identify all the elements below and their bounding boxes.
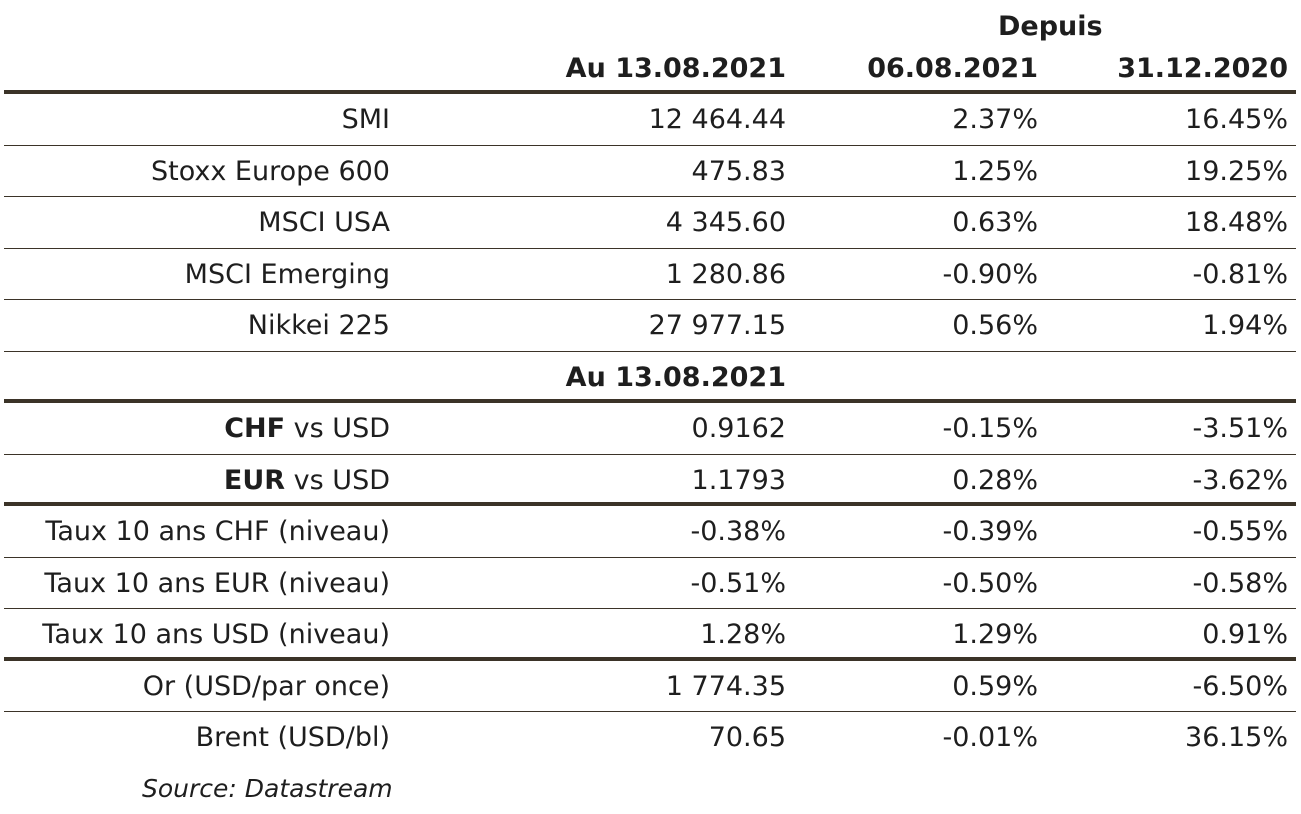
table-row-rate-usd: Taux 10 ans USD (niveau) 1.28% 1.29% 0.9… xyxy=(4,609,1296,661)
table-row-msci-usa: MSCI USA 4 345.60 0.63% 18.48% xyxy=(4,197,1296,249)
row-since-week: 0.56% xyxy=(952,310,1038,341)
mid-header-current: Au 13.08.2021 xyxy=(565,361,786,393)
row-value: 4 345.60 xyxy=(665,207,786,238)
header-col-week: 06.08.2021 xyxy=(867,53,1038,84)
source-note: Source: Datastream xyxy=(142,773,393,803)
row-since-week: -0.50% xyxy=(942,567,1038,599)
row-since-ytd: -6.50% xyxy=(1192,670,1288,702)
row-since-ytd: 18.48% xyxy=(1185,207,1288,238)
table-row-gold: Or (USD/par once) 1 774.35 0.59% -6.50% xyxy=(4,661,1296,712)
row-label-suffix: vs USD xyxy=(285,464,390,496)
row-since-week: 1.25% xyxy=(952,155,1038,187)
table-row-chf-usd: CHF vs USD 0.9162 -0.15% -3.51% xyxy=(4,403,1296,455)
row-label: MSCI Emerging xyxy=(184,258,390,290)
row-label: SMI xyxy=(341,104,390,135)
row-since-week: 0.28% xyxy=(952,464,1038,496)
row-label: MSCI USA xyxy=(258,207,390,238)
row-value: 1.28% xyxy=(700,619,786,650)
row-since-ytd: 16.45% xyxy=(1185,104,1288,135)
row-label: Taux 10 ans USD (niveau) xyxy=(42,619,390,650)
table-row-eur-usd: EUR vs USD 1.1793 0.28% -3.62% xyxy=(4,455,1296,506)
row-since-week: 0.63% xyxy=(952,207,1038,238)
mid-header-row: Au 13.08.2021 xyxy=(4,352,1296,403)
table-row-msci-emerging: MSCI Emerging 1 280.86 -0.90% -0.81% xyxy=(4,249,1296,300)
row-value: 12 464.44 xyxy=(648,104,786,135)
row-since-week: 2.37% xyxy=(952,104,1038,135)
row-since-week: -0.39% xyxy=(942,516,1038,547)
header-columns-row: Au 13.08.2021 06.08.2021 31.12.2020 xyxy=(4,50,1296,94)
row-value: 0.9162 xyxy=(691,413,786,444)
row-since-ytd: -0.55% xyxy=(1192,516,1288,547)
table-row-rate-chf: Taux 10 ans CHF (niveau) -0.38% -0.39% -… xyxy=(4,506,1296,558)
table-row-stoxx: Stoxx Europe 600 475.83 1.25% 19.25% xyxy=(4,146,1296,197)
row-value: 27 977.15 xyxy=(648,310,786,341)
row-label: Or (USD/par once) xyxy=(142,670,390,702)
row-since-ytd: -0.58% xyxy=(1192,567,1288,599)
row-value: -0.51% xyxy=(690,567,786,599)
row-label: CHF vs USD xyxy=(224,403,390,454)
header-group-row: Depuis xyxy=(4,0,1296,50)
row-label: EUR vs USD xyxy=(224,455,390,506)
row-since-ytd: -0.81% xyxy=(1192,258,1288,290)
row-label-currency: EUR xyxy=(223,464,286,496)
row-label: Nikkei 225 xyxy=(247,310,390,341)
row-value: 70.65 xyxy=(708,722,786,753)
row-label: Taux 10 ans EUR (niveau) xyxy=(44,567,390,599)
row-value: -0.38% xyxy=(690,516,786,547)
row-value: 1 280.86 xyxy=(665,258,786,290)
header-col-ytd: 31.12.2020 xyxy=(1117,53,1288,84)
table-row-nikkei: Nikkei 225 27 977.15 0.56% 1.94% xyxy=(4,300,1296,352)
row-label: Stoxx Europe 600 xyxy=(150,155,390,187)
row-value: 1.1793 xyxy=(691,464,786,496)
row-since-week: 0.59% xyxy=(952,670,1038,702)
row-since-week: -0.01% xyxy=(942,722,1038,753)
row-since-ytd: -3.51% xyxy=(1192,413,1288,444)
row-since-ytd: 36.15% xyxy=(1185,722,1288,753)
row-value: 1 774.35 xyxy=(665,670,786,702)
row-since-week: -0.90% xyxy=(942,258,1038,290)
source-row: Source: Datastream xyxy=(4,764,1296,814)
table-row-brent: Brent (USD/bl) 70.65 -0.01% 36.15% xyxy=(4,712,1296,764)
table-row-rate-eur: Taux 10 ans EUR (niveau) -0.51% -0.50% -… xyxy=(4,558,1296,609)
row-label: Brent (USD/bl) xyxy=(195,722,390,753)
row-since-week: 1.29% xyxy=(952,619,1038,650)
row-value: 475.83 xyxy=(691,155,786,187)
row-label: Taux 10 ans CHF (niveau) xyxy=(45,516,390,547)
market-table: Depuis Au 13.08.2021 06.08.2021 31.12.20… xyxy=(4,0,1296,814)
row-label-suffix: vs USD xyxy=(285,413,390,444)
row-label-currency: CHF xyxy=(224,413,286,444)
table-row-smi: SMI 12 464.44 2.37% 16.45% xyxy=(4,94,1296,146)
row-since-ytd: 0.91% xyxy=(1202,619,1288,650)
row-since-week: -0.15% xyxy=(942,413,1038,444)
row-since-ytd: 1.94% xyxy=(1202,310,1288,341)
row-since-ytd: 19.25% xyxy=(1185,155,1288,187)
header-depuis: Depuis xyxy=(998,11,1103,42)
header-col-current: Au 13.08.2021 xyxy=(565,53,786,84)
row-since-ytd: -3.62% xyxy=(1192,464,1288,496)
